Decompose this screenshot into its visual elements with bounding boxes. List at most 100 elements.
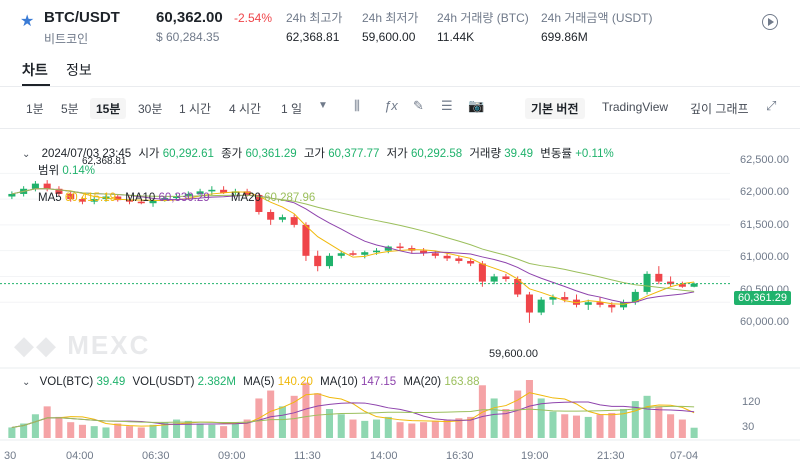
info-high-label: 고가 [303,148,325,160]
candle-body [349,253,357,255]
info-datetime: 2024/07/03 23:45 [41,148,132,160]
volume-bar [325,409,334,438]
ma20-label: MA20 [230,192,261,204]
camera-icon[interactable]: 📷 [468,98,485,113]
vol-ma10-label: MA(10) [320,376,358,388]
info-open-label: 시가 [138,148,160,160]
volume-bar [490,398,498,438]
ohlc-info-row: ⌄ 2024/07/03 23:45 시가 60,292.61 종가 60,36… [22,145,614,161]
volume-bar [220,426,228,438]
volume-bar [572,415,581,438]
volume-bar [372,419,381,438]
volume-bar [137,427,145,438]
volume-bar [8,427,16,438]
collapse-chevron-icon[interactable]: ⌄ [22,149,31,160]
view-basic[interactable]: 기본 버전 [525,98,585,119]
interval-5m[interactable]: 5분 [61,102,79,116]
volume-bar [161,422,169,438]
mexc-watermark: ◆◆ MEXC [14,330,151,360]
price-axis-label: 61,500.00 [740,219,789,231]
candle-body [596,302,604,305]
candle-body [420,250,428,254]
volume-bar [655,406,663,438]
ma-info-row: MA5 60,415.19 MA10 60,330.29 MA20 60,287… [38,192,315,204]
candle-body [361,252,369,255]
candle-body [525,294,533,313]
candle-body [267,211,275,220]
candle-body [90,199,98,202]
info-vol-label: 거래량 [469,148,502,160]
interval-1d[interactable]: 1 일 [281,102,303,116]
play-circle-icon[interactable] [762,14,778,30]
candle-body [31,183,39,189]
candle-body [690,283,698,287]
vol-ma10-value: 147.15 [361,376,397,388]
volume-bar [149,424,157,438]
interval-30m[interactable]: 30분 [138,102,163,116]
volume-bar [455,418,463,438]
volume-bar [467,416,475,438]
pair-subname: 비트코인 [44,32,89,46]
indicator-fx-icon[interactable]: ƒx [384,98,398,113]
tab-info[interactable]: 정보 [66,62,92,78]
candle-body [208,189,216,192]
volume-bar [384,416,392,438]
draw-pencil-icon[interactable]: ✎ [413,98,424,113]
tab-divider [0,86,800,87]
low-marker: 59,600.00 [489,348,538,360]
candle-body [314,255,322,267]
interval-dropdown-icon[interactable]: ▼ [318,100,328,111]
candle-body [396,246,404,249]
candle-body [431,253,439,256]
candle-body [302,224,310,256]
candle-body [549,297,557,300]
interval-1m[interactable]: 1분 [26,102,44,116]
volume-bar [196,423,204,438]
time-axis-label: 19:00 [521,450,549,462]
tab-chart[interactable]: 차트 [22,62,48,78]
candlestick-chart[interactable] [0,130,800,470]
favorite-star-icon[interactable]: ★ [20,13,35,30]
volume-collapse-icon[interactable]: ⌄ [22,377,31,388]
time-axis-label: 16:30 [446,450,474,462]
volume-bar [114,423,122,438]
volume-bar [231,422,239,438]
ma10-value: 60,330.29 [158,192,210,204]
interval-1h[interactable]: 1 시간 [179,102,212,116]
info-open: 60,292.61 [162,148,214,160]
volume-bar [608,412,616,438]
stat-amount-label: 24h 거래금액 (USDT) [541,11,653,25]
info-chg-label: 변동률 [540,148,573,160]
candle-body [8,193,16,197]
high-marker: 62,368.81 [82,156,127,167]
candle-body [290,217,298,225]
time-axis-label: 14:00 [370,450,398,462]
candle-body [243,191,251,195]
volume-bar [443,419,451,438]
volume-bar [31,414,39,438]
volume-bar [396,422,404,438]
candle-type-icon[interactable]: ⫼ [354,98,360,113]
interval-4h[interactable]: 4 시간 [229,102,262,116]
stat-low-value: 59,600.00 [362,30,416,44]
candle-body [608,304,616,308]
candle-body [620,302,628,308]
candle-body [655,273,663,282]
current-price-tag: 60,361.29 [734,291,791,305]
layout-icon[interactable]: ☰ [441,98,453,113]
volume-bar [690,427,698,438]
volume-bar [431,420,439,438]
vol-ma20-value: 163.88 [444,376,480,388]
candle-body [643,273,651,292]
candle-body [443,255,451,259]
candle-body [43,183,51,189]
candle-body [125,200,134,202]
view-tradingview[interactable]: TradingView [602,100,669,114]
view-depth[interactable]: 깊이 그래프 [690,102,749,116]
time-axis-label: 06:30 [142,450,170,462]
volume-bar [243,419,251,438]
volume-info-row: ⌄ VOL(BTC) 39.49 VOL(USDT) 2.382M MA(5) … [22,376,480,388]
ma5-label: MA5 [38,192,62,204]
interval-15m[interactable]: 15분 [90,98,127,119]
fullscreen-icon[interactable]: ⤢ [766,98,777,113]
